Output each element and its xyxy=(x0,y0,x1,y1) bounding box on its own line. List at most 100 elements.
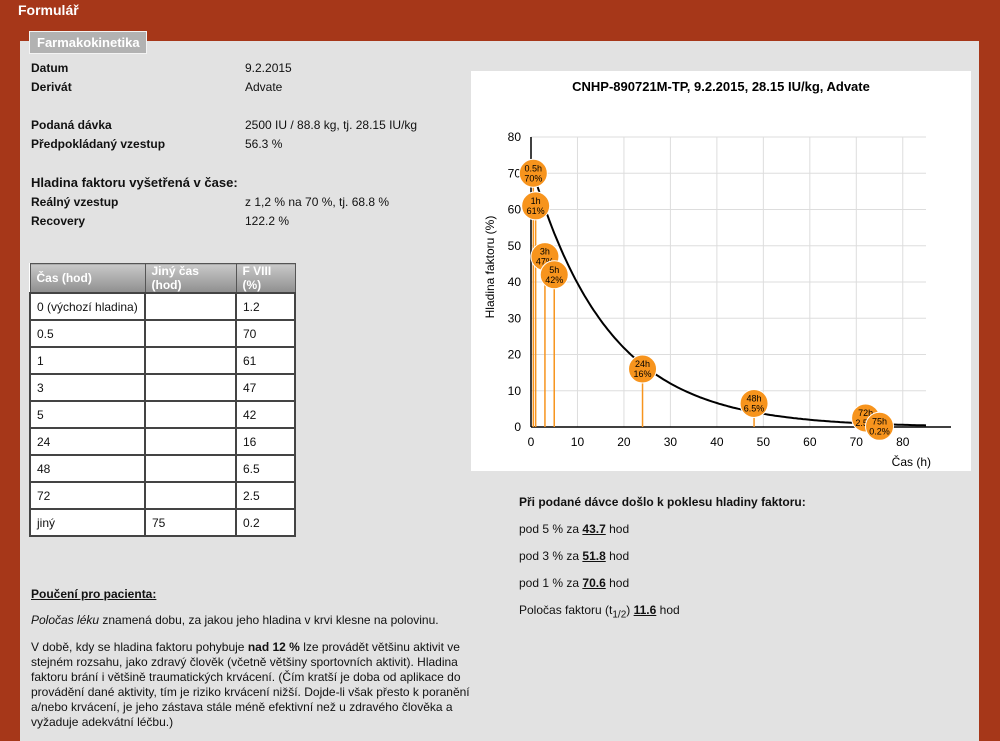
x-tick-label: 60 xyxy=(803,435,817,449)
chart-title: CNHP-890721M-TP, 9.2.2015, 28.15 IU/kg, … xyxy=(572,79,870,94)
other-time-cell[interactable] xyxy=(144,292,237,321)
recovery-label: Recovery xyxy=(31,214,86,228)
summary-below-3-prefix: pod 3 % za xyxy=(519,549,580,563)
y-tick-label: 70 xyxy=(508,166,522,180)
table-row: 24 16 xyxy=(29,427,296,456)
app-title: Formulář xyxy=(18,2,79,18)
table-row: 0 (výchozí hladina) 1.2 xyxy=(29,292,296,321)
summary-below-3: pod 3 % za 51.8 hod xyxy=(519,549,629,563)
data-point-time-label: 48h xyxy=(747,393,762,403)
y-tick-label: 20 xyxy=(508,348,522,362)
real-label: Reálný vzestup xyxy=(31,195,119,209)
levels-heading: Hladina faktoru vyšetřená v čase: xyxy=(31,175,238,190)
summary-below-3-value: 51.8 xyxy=(582,549,606,563)
levels-table: Čas (hod) Jiný čas (hod) F VIII (%) 0 (v… xyxy=(29,263,296,537)
data-point-value-label: 47% xyxy=(536,257,554,267)
summary-half-life: Poločas faktoru (t1/2) 11.6 hod xyxy=(519,603,680,620)
data-point xyxy=(628,354,658,384)
half-life-prefix: Poločas faktoru (t xyxy=(519,603,613,617)
time-cell[interactable]: 72 xyxy=(29,481,146,510)
x-tick-label: 20 xyxy=(617,435,631,449)
patient-info-heading: Poučení pro pacienta: xyxy=(31,587,157,601)
derivate-label: Derivát xyxy=(31,80,72,94)
half-life-definition: znamená dobu, za jakou jeho hladina v kr… xyxy=(99,613,439,627)
table-header-row: Čas (hod) Jiný čas (hod) F VIII (%) xyxy=(29,263,296,294)
table-row: 1 61 xyxy=(29,346,296,375)
date-label: Datum xyxy=(31,61,69,75)
y-tick-label: 40 xyxy=(508,275,522,289)
table-row: jiný 75 0.2 xyxy=(29,508,296,537)
f8-cell[interactable]: 2.5 xyxy=(235,481,296,510)
table-row: 5 42 xyxy=(29,400,296,429)
data-point xyxy=(539,260,569,290)
f8-cell[interactable]: 70 xyxy=(235,319,296,348)
x-tick-label: 70 xyxy=(850,435,864,449)
y-tick-label: 30 xyxy=(508,311,522,325)
section-legend: Farmakokinetika xyxy=(29,31,147,54)
other-time-cell[interactable] xyxy=(144,319,237,348)
data-point-time-label: 1h xyxy=(531,196,541,206)
data-point-value-label: 42% xyxy=(545,275,563,285)
column-header-f8: F VIII (%) xyxy=(235,263,296,294)
dose-value: 2500 IU / 88.8 kg, tj. 28.15 IU/kg xyxy=(245,118,418,132)
f8-cell[interactable]: 6.5 xyxy=(235,454,296,483)
f8-cell[interactable]: 1.2 xyxy=(235,292,296,321)
f8-cell[interactable]: 0.2 xyxy=(235,508,296,537)
data-point-value-label: 0.2% xyxy=(869,426,890,436)
half-life-term: Poločas léku xyxy=(31,613,100,627)
other-time-cell[interactable]: 75 xyxy=(144,508,237,537)
time-cell[interactable]: 24 xyxy=(29,427,146,456)
patient-info-paragraph-2: V době, kdy se hladina faktoru pohybuje … xyxy=(31,640,476,730)
other-time-cell[interactable] xyxy=(144,454,237,483)
data-point-time-label: 5h xyxy=(549,265,559,275)
patient-info-paragraph-1: Poločas léku znamená dobu, za jakou jeho… xyxy=(31,613,476,628)
summary-below-5-value: 43.7 xyxy=(582,522,606,536)
f8-cell[interactable]: 16 xyxy=(235,427,296,456)
data-point-time-label: 75h xyxy=(872,416,887,426)
data-point-value-label: 6.5% xyxy=(744,403,765,413)
f8-cell[interactable]: 47 xyxy=(235,373,296,402)
data-point xyxy=(739,388,769,418)
time-cell[interactable]: 3 xyxy=(29,373,146,402)
expected-label: Předpokládaný vzestup xyxy=(31,137,166,151)
time-cell[interactable]: jiný xyxy=(29,508,146,537)
y-tick-label: 60 xyxy=(508,203,522,217)
paragraph-2-start: V době, kdy se hladina faktoru pohybuje xyxy=(31,640,248,654)
other-time-cell[interactable] xyxy=(144,481,237,510)
expected-value: 56.3 % xyxy=(245,137,283,151)
other-time-cell[interactable] xyxy=(144,346,237,375)
data-point xyxy=(521,191,551,221)
y-tick-label: 80 xyxy=(508,130,522,144)
data-point-time-label: 24h xyxy=(635,359,650,369)
y-tick-label: 50 xyxy=(508,239,522,253)
summary-below-5-prefix: pod 5 % za xyxy=(519,522,580,536)
y-tick-label: 10 xyxy=(508,384,522,398)
other-time-cell[interactable] xyxy=(144,373,237,402)
time-cell[interactable]: 1 xyxy=(29,346,146,375)
half-life-close: ) xyxy=(626,603,631,617)
summary-below-1-suffix: hod xyxy=(609,576,630,590)
date-value: 9.2.2015 xyxy=(245,61,292,75)
data-point xyxy=(865,411,895,441)
half-life-suffix: hod xyxy=(659,603,680,617)
time-cell[interactable]: 0.5 xyxy=(29,319,146,348)
pk-chart-svg: CNHP-890721M-TP, 9.2.2015, 28.15 IU/kg, … xyxy=(483,79,951,469)
time-cell[interactable]: 5 xyxy=(29,400,146,429)
f8-cell[interactable]: 61 xyxy=(235,346,296,375)
summary-below-3-suffix: hod xyxy=(609,549,630,563)
other-time-cell[interactable] xyxy=(144,427,237,456)
other-time-cell[interactable] xyxy=(144,400,237,429)
data-point-time-label: 0.5h xyxy=(525,163,543,173)
time-cell[interactable]: 0 (výchozí hladina) xyxy=(29,292,146,321)
table-row: 48 6.5 xyxy=(29,454,296,483)
half-life-subscript: 1/2 xyxy=(612,609,627,621)
table-row: 0.5 70 xyxy=(29,319,296,348)
data-point-value-label: 61% xyxy=(527,206,545,216)
pk-chart: CNHP-890721M-TP, 9.2.2015, 28.15 IU/kg, … xyxy=(471,71,971,471)
column-header-other-time: Jiný čas (hod) xyxy=(144,263,237,294)
column-header-time: Čas (hod) xyxy=(29,263,146,294)
y-tick-label: 0 xyxy=(514,420,521,434)
x-tick-label: 10 xyxy=(571,435,585,449)
f8-cell[interactable]: 42 xyxy=(235,400,296,429)
time-cell[interactable]: 48 xyxy=(29,454,146,483)
